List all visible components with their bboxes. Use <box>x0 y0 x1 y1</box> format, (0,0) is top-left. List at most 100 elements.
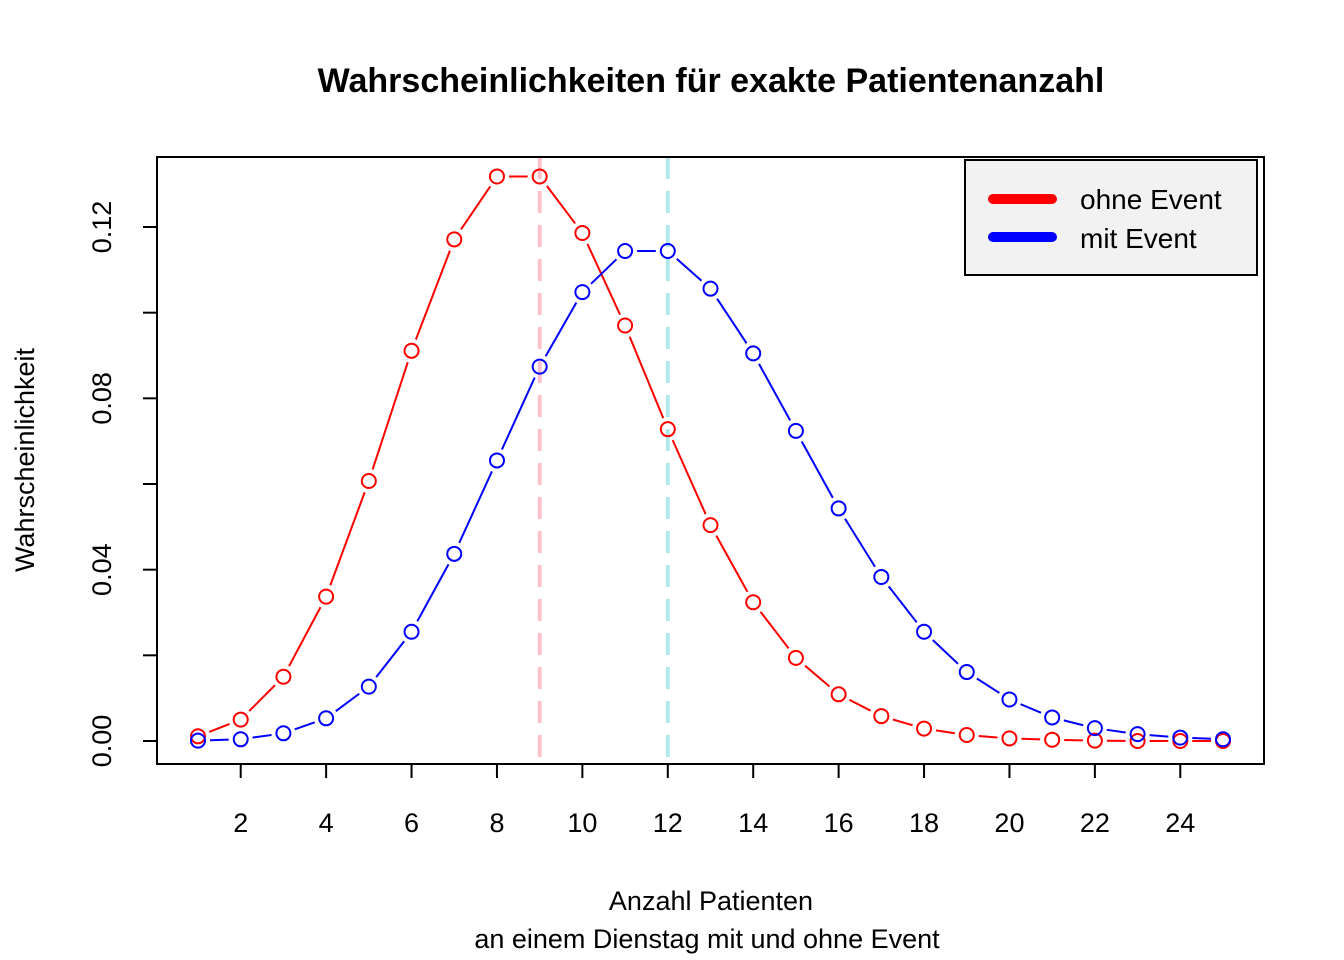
data-point-ohne-event-6 <box>403 342 420 359</box>
series-segment <box>715 535 749 593</box>
data-point-mit-event-12 <box>659 242 676 259</box>
series-segment <box>375 640 405 678</box>
y-tick-label: 0.08 <box>87 372 117 425</box>
series-segment <box>804 664 831 688</box>
data-point-ohne-event-24 <box>1172 733 1189 749</box>
data-point-mit-event-22 <box>1086 720 1103 737</box>
data-point-mit-event-25 <box>1215 731 1231 748</box>
series-segment <box>758 363 792 421</box>
series-segment <box>892 718 913 727</box>
legend: ohne Event mit Event <box>964 159 1258 276</box>
series-segment <box>544 302 578 357</box>
data-point-mit-event-9 <box>531 358 548 375</box>
chart-title: Wahrscheinlichkeiten für exakte Patiente… <box>318 62 1105 100</box>
series-segment <box>335 692 360 712</box>
x-tick-label: 8 <box>489 808 504 838</box>
data-point-mit-event-11 <box>617 242 634 259</box>
x-tick-label: 10 <box>567 808 597 838</box>
series-segment <box>848 698 872 712</box>
data-point-mit-event-15 <box>787 422 804 439</box>
series-segment <box>1106 728 1126 734</box>
series-segment <box>1020 703 1042 714</box>
x-tick-label: 24 <box>1165 808 1195 838</box>
data-point-ohne-event-4 <box>318 588 335 605</box>
y-tick-label: 0.04 <box>87 543 117 596</box>
x-tick-label: 20 <box>994 808 1024 838</box>
x-tick-label: 14 <box>738 808 768 838</box>
series-segment <box>1021 737 1041 741</box>
data-point-mit-event-5 <box>360 678 377 695</box>
data-point-mit-event-10 <box>574 284 591 301</box>
data-point-mit-event-1 <box>190 732 206 749</box>
data-point-ohne-event-21 <box>1044 731 1061 748</box>
series-segment <box>416 563 450 622</box>
x-tick-label: 6 <box>404 808 419 838</box>
data-point-ohne-event-19 <box>958 727 975 744</box>
data-point-ohne-event-12 <box>659 421 676 438</box>
series-segment <box>329 491 366 586</box>
data-point-ohne-event-20 <box>1001 730 1018 747</box>
series-segment <box>976 677 1000 694</box>
data-point-ohne-event-22 <box>1086 732 1103 749</box>
series-segment <box>935 729 956 735</box>
data-point-mit-event-24 <box>1172 729 1189 746</box>
series-segment <box>460 185 492 231</box>
x-tick-label: 2 <box>233 808 248 838</box>
series-segment <box>501 377 536 450</box>
data-point-ohne-event-11 <box>617 317 634 334</box>
legend-label-mit-event: mit Event <box>1080 223 1197 254</box>
data-point-ohne-event-13 <box>702 517 719 534</box>
series-segment <box>294 721 316 731</box>
y-tick-label: 0.12 <box>87 201 117 254</box>
y-axis: 0.00 0.04 0.08 0.12 <box>87 201 158 767</box>
data-point-mit-event-14 <box>745 345 762 362</box>
data-point-mit-event-4 <box>318 710 335 727</box>
series-segment <box>1063 719 1084 727</box>
y-axis-label: Wahrscheinlichkeit <box>10 347 40 572</box>
series-segment <box>248 684 276 712</box>
data-point-mit-event-8 <box>488 452 505 469</box>
x-axis-sublabel: an einem Dienstag mit und ohne Event <box>474 924 940 954</box>
x-axis: 2 4 6 8 10 12 14 16 18 20 22 24 <box>233 763 1195 838</box>
series-segment <box>252 733 272 739</box>
series-segment <box>546 185 576 225</box>
data-point-ohne-event-1 <box>190 728 206 745</box>
x-tick-label: 4 <box>319 808 334 838</box>
x-tick-label: 12 <box>653 808 683 838</box>
data-point-ohne-event-14 <box>745 594 762 611</box>
data-point-mit-event-18 <box>916 623 933 640</box>
series-segment <box>371 361 409 470</box>
series-segment <box>414 250 451 340</box>
data-point-ohne-event-9 <box>531 168 548 185</box>
series-segment <box>671 439 707 515</box>
series-segment <box>209 738 229 742</box>
series-segment <box>1192 737 1212 740</box>
data-point-ohne-event-18 <box>916 720 933 737</box>
data-point-ohne-event-5 <box>360 473 377 490</box>
data-point-mit-event-17 <box>873 568 890 585</box>
series-segment <box>716 298 748 344</box>
series-segment <box>932 639 959 665</box>
legend-box <box>964 159 1258 276</box>
series-segment <box>844 518 876 568</box>
series-segment <box>978 734 998 739</box>
data-point-mit-event-2 <box>232 731 249 748</box>
series-segment <box>1149 734 1169 738</box>
series-segment <box>586 243 621 316</box>
data-point-mit-event-16 <box>830 500 847 517</box>
data-point-ohne-event-10 <box>574 224 591 241</box>
data-point-ohne-event-16 <box>830 686 847 703</box>
data-point-ohne-event-23 <box>1129 733 1146 749</box>
plot-area <box>190 157 1231 764</box>
series-segment <box>458 470 493 544</box>
x-tick-label: 16 <box>824 808 854 838</box>
series-segment <box>759 611 790 649</box>
data-point-mit-event-7 <box>446 545 463 562</box>
data-point-ohne-event-3 <box>275 668 292 685</box>
data-point-ohne-event-2 <box>232 711 249 728</box>
series-mit-event <box>190 242 1231 749</box>
x-tick-label: 18 <box>909 808 939 838</box>
data-point-mit-event-13 <box>702 280 719 297</box>
data-point-ohne-event-17 <box>873 708 890 725</box>
